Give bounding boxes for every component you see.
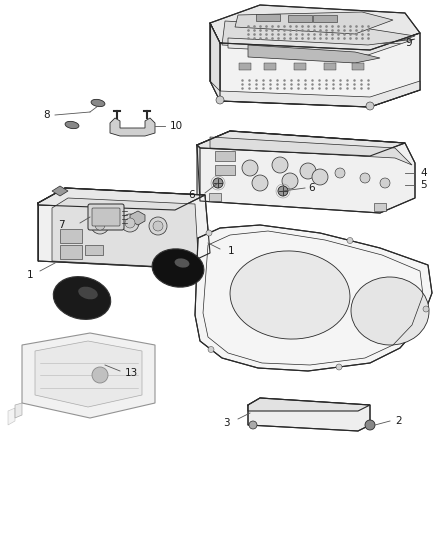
Circle shape <box>249 421 257 429</box>
Polygon shape <box>110 118 155 136</box>
FancyBboxPatch shape <box>92 208 120 226</box>
Text: 2: 2 <box>395 416 402 426</box>
Polygon shape <box>248 398 370 431</box>
Ellipse shape <box>152 249 204 287</box>
Circle shape <box>335 168 345 178</box>
Circle shape <box>336 364 342 370</box>
Bar <box>264 63 276 70</box>
Polygon shape <box>15 403 22 418</box>
Circle shape <box>360 173 370 183</box>
Polygon shape <box>197 145 200 201</box>
Ellipse shape <box>91 99 105 107</box>
Circle shape <box>347 238 353 244</box>
Bar <box>288 14 312 21</box>
Circle shape <box>365 420 375 430</box>
Bar <box>215 165 235 175</box>
Polygon shape <box>248 45 380 63</box>
Bar <box>60 229 82 243</box>
Polygon shape <box>235 12 393 34</box>
Polygon shape <box>210 81 420 107</box>
Ellipse shape <box>351 277 429 345</box>
Circle shape <box>300 163 316 179</box>
Ellipse shape <box>53 277 111 319</box>
Circle shape <box>216 96 224 104</box>
Circle shape <box>95 220 105 230</box>
FancyBboxPatch shape <box>88 204 124 230</box>
Circle shape <box>208 346 214 352</box>
Polygon shape <box>195 225 432 371</box>
Polygon shape <box>52 198 198 267</box>
Polygon shape <box>210 137 412 165</box>
Bar <box>209 193 221 201</box>
Circle shape <box>92 367 108 383</box>
Text: 1: 1 <box>228 246 235 256</box>
Polygon shape <box>197 131 405 156</box>
Polygon shape <box>130 211 145 225</box>
Circle shape <box>272 157 288 173</box>
Text: 1: 1 <box>26 270 33 280</box>
Bar <box>256 14 280 21</box>
Bar <box>352 63 364 70</box>
Text: 6: 6 <box>188 190 195 200</box>
Circle shape <box>380 178 390 188</box>
Text: 5: 5 <box>420 180 427 190</box>
Text: 7: 7 <box>58 220 65 230</box>
Bar <box>324 63 336 70</box>
Polygon shape <box>22 333 155 418</box>
Polygon shape <box>8 408 15 425</box>
Circle shape <box>366 102 374 110</box>
Circle shape <box>423 306 429 312</box>
Ellipse shape <box>230 251 350 339</box>
Bar <box>374 203 386 211</box>
Polygon shape <box>220 33 420 107</box>
Bar <box>239 63 251 70</box>
Polygon shape <box>38 188 210 268</box>
Circle shape <box>121 214 139 232</box>
Circle shape <box>278 186 288 196</box>
Circle shape <box>252 175 268 191</box>
Text: 6: 6 <box>308 183 314 193</box>
Polygon shape <box>248 398 370 411</box>
Polygon shape <box>52 186 68 196</box>
Circle shape <box>282 173 298 189</box>
Text: 4: 4 <box>420 168 427 178</box>
Polygon shape <box>38 188 205 210</box>
Circle shape <box>213 178 223 188</box>
Circle shape <box>242 160 258 176</box>
Ellipse shape <box>78 287 98 300</box>
Text: 9: 9 <box>405 38 412 48</box>
Ellipse shape <box>175 259 189 268</box>
Circle shape <box>206 230 212 236</box>
Polygon shape <box>222 21 415 52</box>
Ellipse shape <box>65 122 79 128</box>
Text: 8: 8 <box>43 110 50 120</box>
Bar <box>85 245 103 255</box>
Bar <box>215 151 235 161</box>
Circle shape <box>312 169 328 185</box>
Polygon shape <box>228 38 415 55</box>
Polygon shape <box>210 23 220 83</box>
Circle shape <box>149 217 167 235</box>
Polygon shape <box>197 131 415 213</box>
Text: 10: 10 <box>170 121 183 131</box>
Bar <box>313 15 337 22</box>
Polygon shape <box>210 5 420 50</box>
Circle shape <box>125 218 135 228</box>
Polygon shape <box>210 23 220 101</box>
Circle shape <box>153 221 163 231</box>
Circle shape <box>91 216 109 234</box>
Bar <box>294 63 306 70</box>
Bar <box>60 245 82 259</box>
Polygon shape <box>35 341 142 407</box>
Text: 3: 3 <box>223 418 230 428</box>
Text: 13: 13 <box>125 368 138 378</box>
